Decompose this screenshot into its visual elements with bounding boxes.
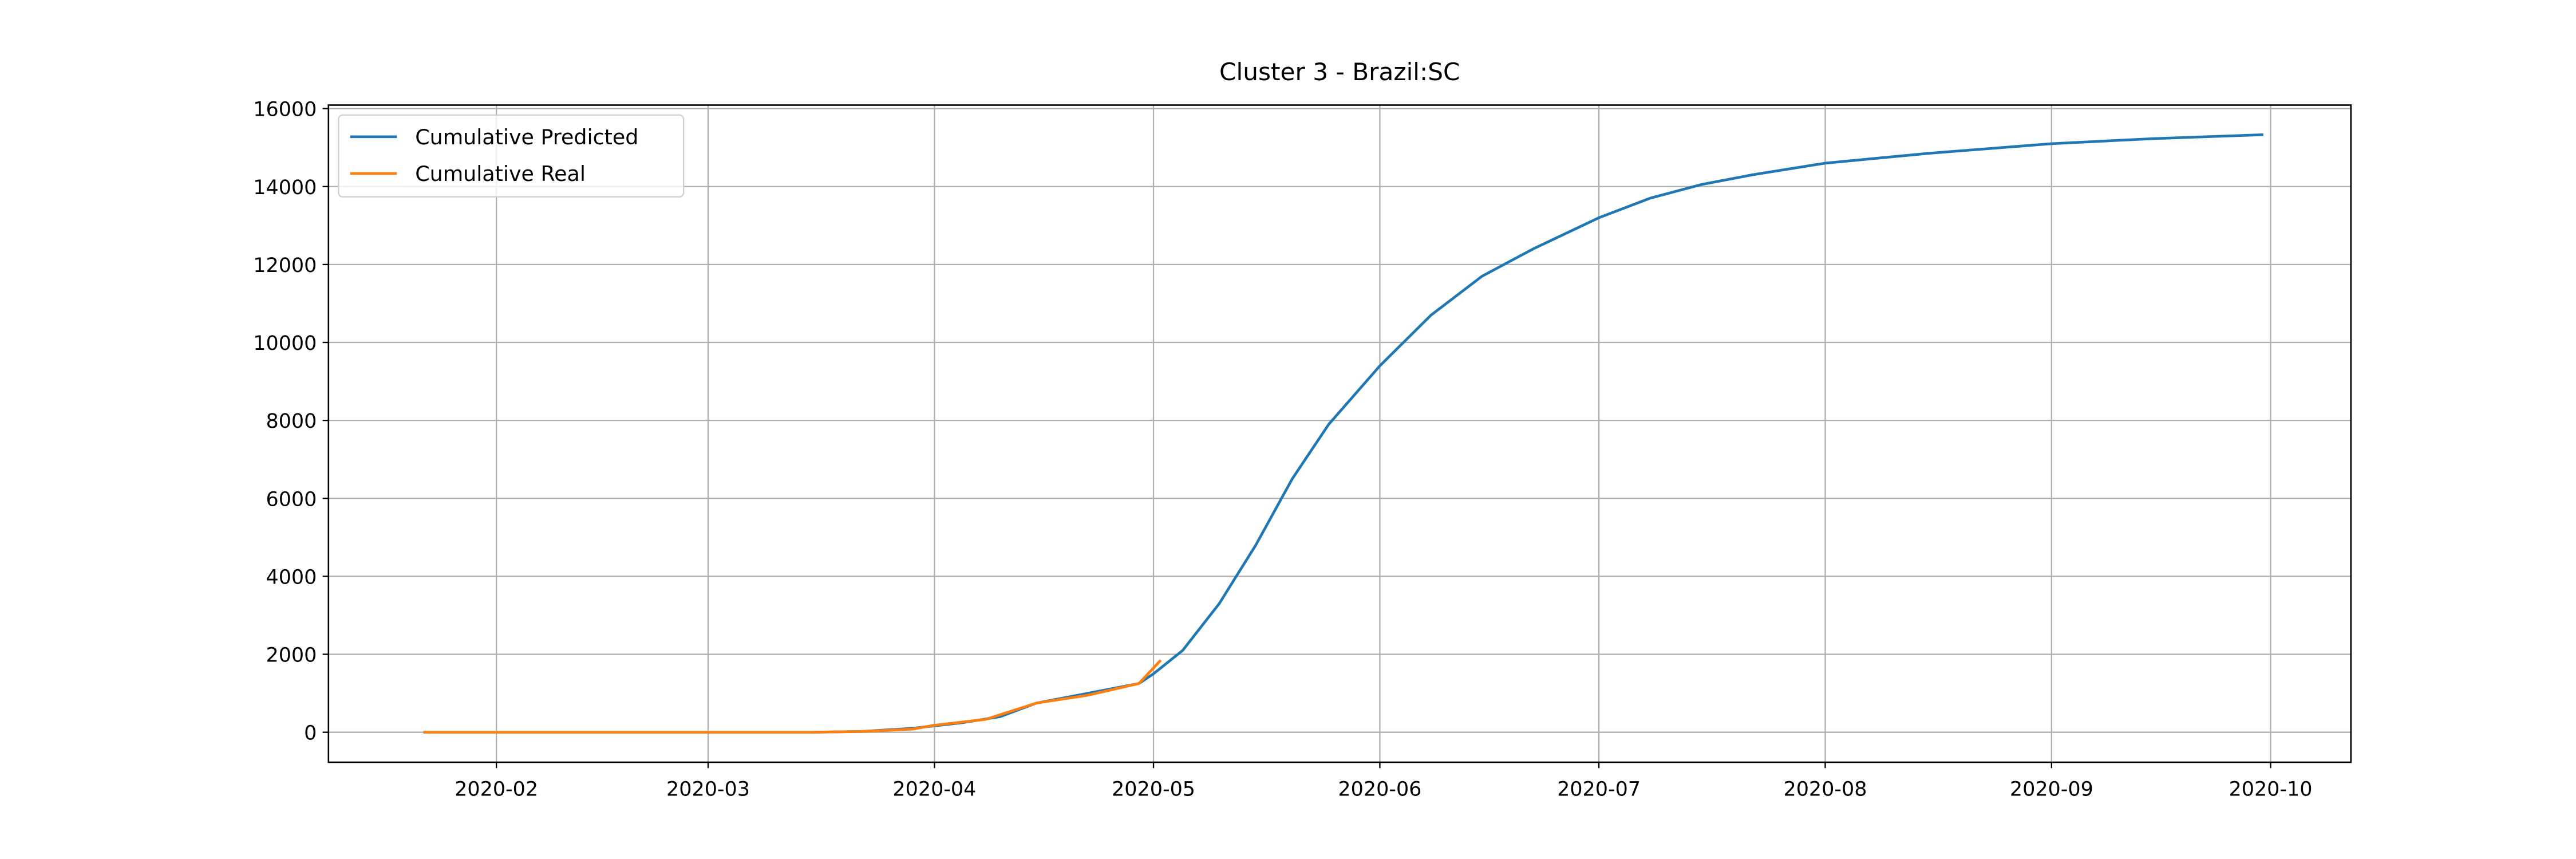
x-tick-label: 2020-10 [2229,778,2313,801]
y-tick-label: 4000 [266,566,317,589]
x-tick-label: 2020-06 [1338,778,1421,801]
plot-frame [327,104,2352,763]
x-tick-label: 2020-05 [1112,778,1195,801]
y-tick-label: 0 [304,722,317,745]
x-tick-label: 2020-08 [1783,778,1867,801]
grid [328,105,2351,763]
legend-label: Cumulative Real [415,161,586,186]
line-series [423,659,1162,734]
y-tick-label: 6000 [266,488,317,511]
x-tick-label: 2020-02 [455,778,538,801]
chart-title: Cluster 3 - Brazil:SC [1219,58,1460,86]
x-tick-label: 2020-07 [1557,778,1641,801]
y-tick-label: 8000 [266,410,317,433]
x-tick-label: 2020-09 [2010,778,2093,801]
line-series [423,133,2263,734]
legend-box [338,114,685,198]
y-tick-label: 14000 [253,176,317,199]
x-tick-label: 2020-04 [892,778,976,801]
y-tick-label: 16000 [253,98,317,121]
x-tick-label: 2020-03 [666,778,750,801]
y-tick-label: 10000 [253,332,317,355]
y-tick-label: 12000 [253,254,317,277]
y-tick-label: 2000 [266,644,317,667]
legend-label: Cumulative Predicted [415,125,638,149]
